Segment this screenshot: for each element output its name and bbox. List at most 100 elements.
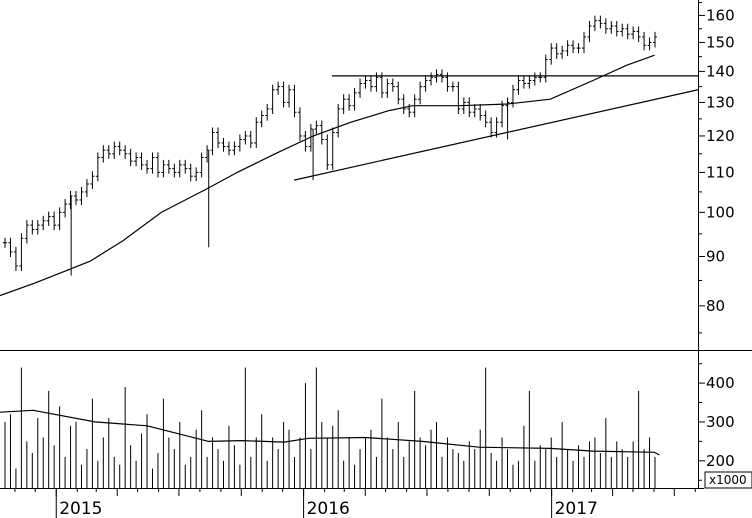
price-bar: [625, 23, 630, 40]
price-bar: [341, 94, 346, 114]
price-bar: [647, 37, 652, 51]
price-bar: [155, 152, 160, 178]
price-tick-label: 140: [706, 62, 735, 80]
price-bar: [571, 40, 576, 54]
price-bar: [363, 75, 368, 89]
price-trendlines: [293, 75, 699, 181]
price-tick-label: 130: [706, 93, 735, 111]
price-bar: [172, 163, 177, 178]
price-ohlc-bars: [3, 15, 657, 276]
price-bar: [194, 167, 199, 182]
volume-tick-label: 200: [706, 452, 735, 470]
price-tick-label: 110: [706, 163, 735, 181]
price-tick-label: 160: [706, 6, 735, 24]
volume-tick-label: 300: [706, 413, 735, 431]
price-bar: [52, 211, 57, 231]
price-bar: [210, 127, 215, 156]
price-bar: [161, 159, 166, 178]
price-bar: [19, 233, 24, 271]
price-bar: [265, 103, 270, 121]
price-bar: [620, 23, 625, 37]
price-bar: [653, 31, 657, 48]
price-bar: [385, 78, 390, 98]
price-bar: [467, 97, 472, 118]
price-bar: [500, 100, 505, 128]
price-bar: [418, 81, 423, 105]
price-bar: [396, 81, 401, 105]
price-bar: [494, 117, 499, 138]
price-bar: [336, 103, 341, 138]
price-bar: [379, 72, 384, 98]
price-bar: [478, 103, 483, 121]
price-bar: [450, 81, 455, 92]
price-bar: [368, 75, 373, 92]
volume-unit-label: x1000: [709, 473, 747, 487]
volume-bars: [4, 367, 656, 488]
price-bar: [330, 127, 335, 170]
price-panel-frame: [0, 0, 698, 350]
price-bar: [592, 15, 597, 32]
price-bar: [13, 246, 18, 271]
price-moving-average: [0, 54, 655, 297]
price-bar: [549, 43, 554, 65]
volume-unit-box: [704, 471, 752, 489]
price-bar: [352, 87, 357, 111]
price-bar: [576, 43, 581, 54]
price-bar: [106, 145, 111, 159]
price-bar: [112, 141, 117, 159]
price-tick-label: 90: [706, 248, 725, 266]
price-bar: [3, 237, 7, 248]
price-bar: [166, 159, 171, 174]
price-bar: [117, 141, 122, 156]
price-bar: [24, 220, 29, 244]
price-bar: [30, 220, 35, 235]
price-bar: [489, 117, 494, 138]
year-label: 2017: [555, 499, 598, 518]
price-bar: [319, 120, 324, 145]
price-bar: [308, 124, 313, 152]
price-bar: [423, 75, 428, 92]
price-bar: [412, 94, 417, 118]
price-bar: [254, 117, 259, 149]
price-bar: [407, 103, 412, 118]
price-bar: [150, 152, 155, 174]
volume-moving-average: [0, 409, 660, 456]
time-axis: 2015 2016 2017: [14, 488, 696, 518]
price-bar: [128, 148, 133, 167]
price-bar: [139, 152, 144, 170]
price-bar: [303, 130, 308, 152]
price-bar: [237, 134, 242, 152]
price-bar: [390, 78, 395, 92]
price-bar: [57, 207, 62, 231]
price-bar: [642, 31, 647, 51]
price-bar: [199, 152, 204, 178]
price-bar: [243, 130, 248, 145]
price-bar: [565, 40, 570, 56]
price-bar: [581, 31, 586, 54]
price-bar: [248, 130, 253, 149]
price-bar: [292, 84, 297, 118]
price-bar: [63, 199, 68, 218]
price-bar: [123, 145, 128, 159]
price-bar: [532, 72, 537, 86]
price-bar: [95, 152, 100, 182]
price-bar: [598, 15, 603, 29]
price-bar: [270, 84, 275, 114]
price-bar: [325, 134, 330, 170]
price-bar: [84, 179, 89, 197]
price-bar: [74, 190, 79, 206]
price-bar: [134, 152, 139, 167]
price-bar: [609, 21, 614, 34]
price-tick-label: 150: [706, 33, 735, 51]
price-bar: [79, 186, 84, 206]
price-bar: [177, 159, 182, 178]
price-bar: [429, 72, 434, 86]
price-ma-line: [0, 54, 655, 297]
price-bar: [636, 26, 641, 42]
price-bar: [521, 75, 526, 89]
price-bar: [216, 127, 221, 149]
price-bar: [8, 237, 13, 257]
price-tick-label: 120: [706, 127, 735, 145]
price-bar: [358, 78, 363, 98]
